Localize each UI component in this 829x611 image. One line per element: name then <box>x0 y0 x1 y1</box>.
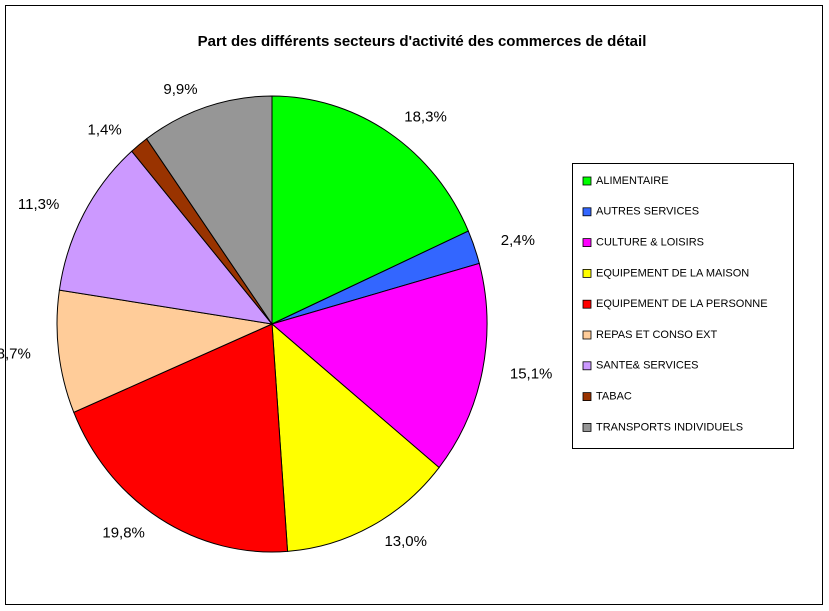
data-label: 19,8% <box>102 525 145 542</box>
legend-label: SANTE& SERVICES <box>596 360 699 372</box>
pie-slice <box>58 150 274 325</box>
legend-label: AUTRES SERVICES <box>596 206 699 218</box>
data-label: 1,4% <box>88 122 122 139</box>
legend-swatch <box>582 330 592 340</box>
legend-swatch <box>582 392 592 402</box>
legend-swatch <box>582 268 592 278</box>
chart-title: Part des différents secteurs d'activité … <box>198 33 647 50</box>
pie-slice <box>56 289 274 413</box>
legend-label: REPAS ET CONSO EXT <box>596 329 718 341</box>
pie-slice <box>271 322 440 552</box>
legend-label: TABAC <box>596 391 632 403</box>
data-label: 11,3% <box>18 196 59 213</box>
legend-swatch <box>582 422 592 432</box>
pie-slice <box>145 95 273 326</box>
legend-label: EQUIPEMENT DE LA MAISON <box>596 267 749 279</box>
legend-label: CULTURE & LOISIRS <box>596 237 704 249</box>
legend-box <box>572 163 794 449</box>
legend-swatch <box>582 207 592 217</box>
legend-label: TRANSPORTS INDIVIDUELS <box>596 421 743 433</box>
data-label: 13,0% <box>384 533 427 550</box>
legend-swatch <box>582 299 592 309</box>
legend-label: EQUIPEMENT DE LA PERSONNE <box>596 298 768 310</box>
data-label: 2,4% <box>501 232 535 249</box>
data-label: 9,9% <box>163 81 197 98</box>
legend-label: ALIMENTAIRE <box>596 175 669 187</box>
data-label: 18,3% <box>404 109 447 126</box>
legend-swatch <box>582 361 592 371</box>
pie-slice <box>270 262 488 469</box>
data-label: 15,1% <box>510 365 553 382</box>
data-label: 8,7% <box>0 345 31 362</box>
pie-slice <box>271 95 469 325</box>
legend-swatch <box>582 176 592 186</box>
pie-slice <box>73 323 289 553</box>
legend-swatch <box>582 238 592 248</box>
